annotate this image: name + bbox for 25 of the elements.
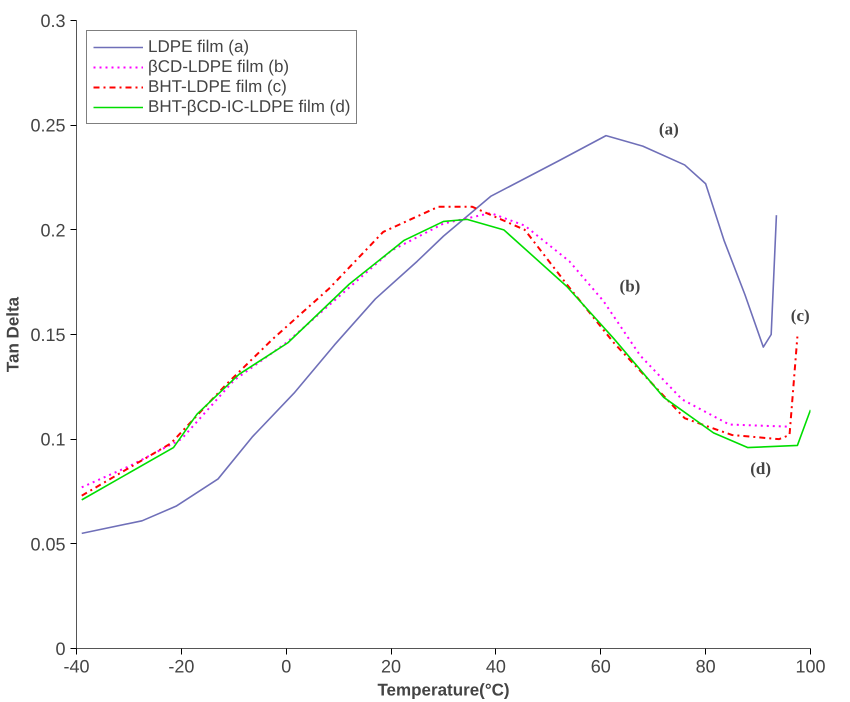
annotation: (a) bbox=[658, 120, 679, 139]
x-tick-label: 100 bbox=[795, 656, 826, 676]
y-tick-label: 0 bbox=[55, 639, 66, 659]
legend-label: BHT-βCD-IC-LDPE film (d) bbox=[148, 97, 350, 117]
x-tick-label: 80 bbox=[696, 656, 716, 676]
legend-label: LDPE film (a) bbox=[148, 37, 250, 57]
y-tick-label: 0.3 bbox=[40, 11, 66, 31]
y-tick-label: 0.05 bbox=[30, 534, 66, 554]
x-tick-label: 40 bbox=[486, 656, 506, 676]
annotation: (b) bbox=[620, 276, 640, 296]
x-tick-label: -20 bbox=[168, 656, 194, 676]
y-tick-label: 0.15 bbox=[30, 325, 66, 345]
annotation: (d) bbox=[750, 458, 771, 478]
y-tick-label: 0.1 bbox=[40, 430, 66, 450]
legend-label: BHT-LDPE film (c) bbox=[148, 77, 287, 97]
x-tick-label: 0 bbox=[281, 656, 292, 676]
y-axis-title: Tan Delta bbox=[3, 296, 22, 372]
x-axis-title: Temperature(°C) bbox=[377, 680, 510, 700]
x-tick-label: -40 bbox=[63, 656, 90, 676]
x-tick-label: 20 bbox=[381, 656, 402, 676]
legend-label: βCD-LDPE film (b) bbox=[148, 57, 290, 77]
y-tick-label: 0.2 bbox=[40, 220, 66, 240]
y-tick-label: 0.25 bbox=[30, 116, 66, 136]
annotation: (c) bbox=[790, 306, 810, 326]
x-tick-label: 60 bbox=[590, 656, 611, 676]
